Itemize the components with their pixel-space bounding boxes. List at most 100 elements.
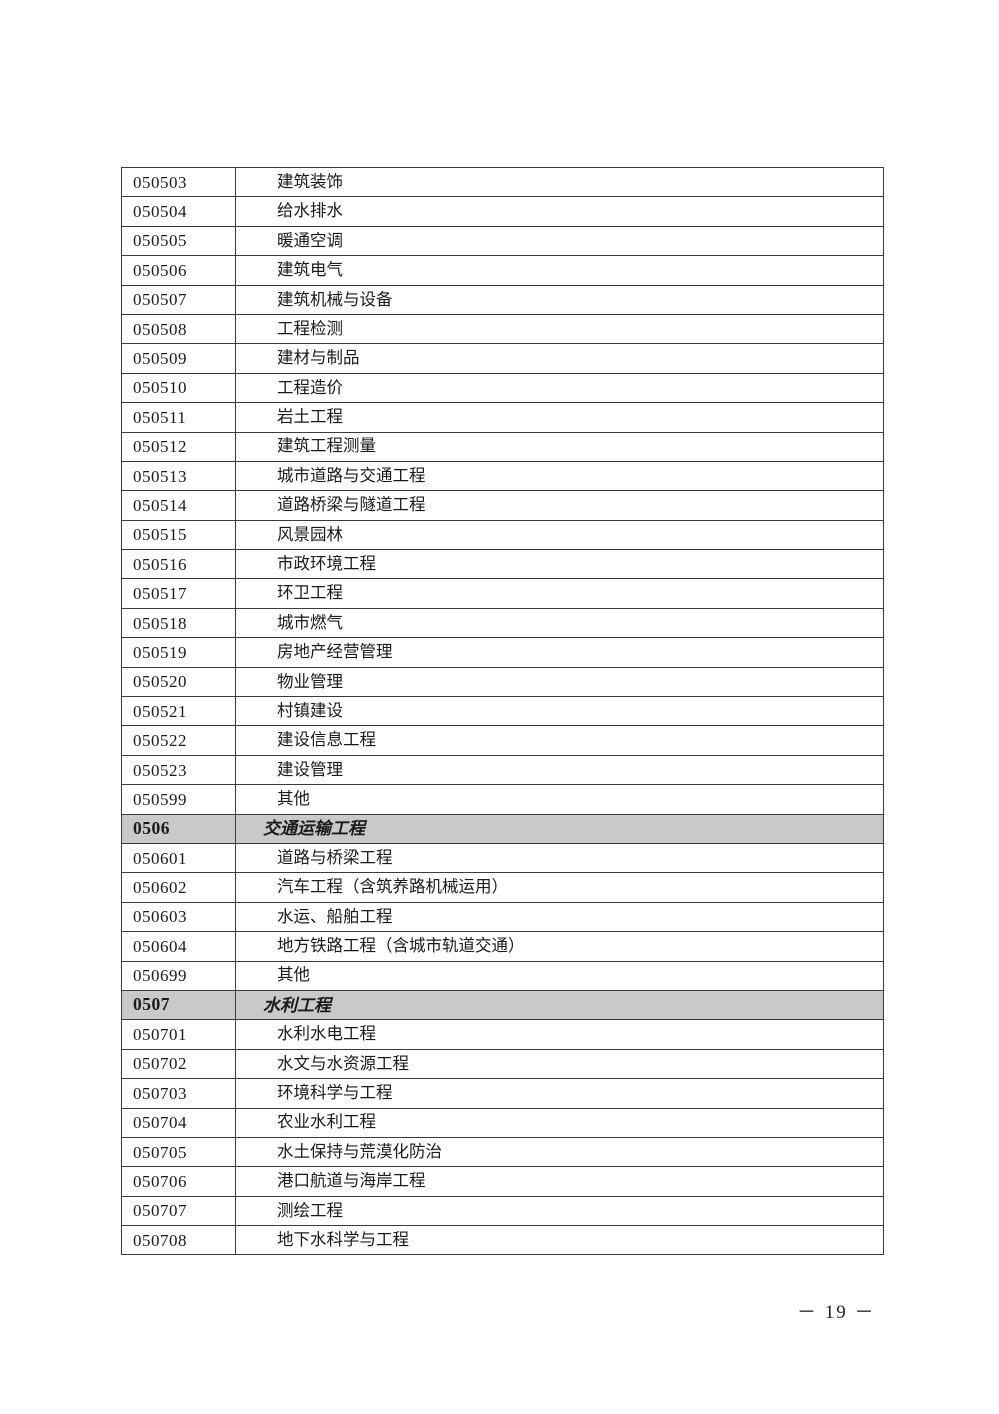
table-row: 050516 市政环境工程 bbox=[121, 549, 884, 580]
name-cell: 水利工程 bbox=[235, 989, 884, 1021]
name-cell: 房地产经营管理 bbox=[235, 637, 884, 668]
table-row: 050508 工程检测 bbox=[121, 313, 884, 345]
table-row: 050510 工程造价 bbox=[121, 372, 884, 404]
code-cell: 050706 bbox=[121, 1166, 236, 1197]
name-cell: 水文与水资源工程 bbox=[235, 1048, 884, 1080]
name-cell: 道路与桥梁工程 bbox=[235, 842, 884, 874]
table-row: 050514 道路桥梁与隧道工程 bbox=[121, 490, 884, 521]
section-row: 0507 水利工程 bbox=[121, 989, 884, 1021]
code-cell: 050507 bbox=[121, 284, 236, 315]
code-cell: 0507 bbox=[121, 989, 236, 1021]
code-cell: 050511 bbox=[121, 402, 236, 433]
table-row: 050603 水运、船舶工程 bbox=[121, 901, 884, 933]
name-cell: 建筑电气 bbox=[235, 255, 884, 286]
code-cell: 050509 bbox=[121, 343, 236, 374]
name-cell: 环卫工程 bbox=[235, 578, 884, 609]
code-cell: 050519 bbox=[121, 637, 236, 668]
name-cell: 市政环境工程 bbox=[235, 549, 884, 580]
name-cell: 建筑机械与设备 bbox=[235, 284, 884, 315]
code-cell: 050513 bbox=[121, 460, 236, 492]
name-cell: 地方铁路工程（含城市轨道交通） bbox=[235, 931, 884, 962]
table-row: 050504 给水排水 bbox=[121, 196, 884, 227]
name-cell: 工程检测 bbox=[235, 313, 884, 345]
table-row: 050604 地方铁路工程（含城市轨道交通） bbox=[121, 931, 884, 962]
table-row: 050517 环卫工程 bbox=[121, 578, 884, 609]
name-cell: 村镇建设 bbox=[235, 696, 884, 727]
name-cell: 城市道路与交通工程 bbox=[235, 460, 884, 492]
code-cell: 050604 bbox=[121, 931, 236, 962]
table-row: 050512 建筑工程测量 bbox=[121, 431, 884, 462]
name-cell: 风景园林 bbox=[235, 519, 884, 551]
name-cell: 农业水利工程 bbox=[235, 1107, 884, 1138]
table-row: 050602 汽车工程（含筑养路机械运用） bbox=[121, 872, 884, 903]
name-cell: 城市燃气 bbox=[235, 607, 884, 639]
code-cell: 050705 bbox=[121, 1136, 236, 1168]
table-row: 050513 城市道路与交通工程 bbox=[121, 460, 884, 492]
table-row: 050507 建筑机械与设备 bbox=[121, 284, 884, 315]
code-cell: 050503 bbox=[121, 166, 236, 198]
code-cell: 050506 bbox=[121, 255, 236, 286]
table-row: 050703 环境科学与工程 bbox=[121, 1078, 884, 1109]
code-cell: 0506 bbox=[121, 813, 236, 844]
code-cell: 050599 bbox=[121, 784, 236, 815]
table-row: 050521 村镇建设 bbox=[121, 696, 884, 727]
code-cell: 050523 bbox=[121, 754, 236, 786]
code-cell: 050516 bbox=[121, 549, 236, 580]
classification-table-body: 050503 建筑装饰 050504 给水排水 050505 暖通空调 050506 建筑电气… bbox=[121, 166, 884, 1256]
code-cell: 050601 bbox=[121, 842, 236, 874]
table-row: 050522 建设信息工程 bbox=[121, 725, 884, 756]
name-cell: 水土保持与荒漠化防治 bbox=[235, 1136, 884, 1168]
table-row: 050520 物业管理 bbox=[121, 666, 884, 698]
name-cell: 建材与制品 bbox=[235, 343, 884, 374]
table-row: 050518 城市燃气 bbox=[121, 607, 884, 639]
name-cell: 汽车工程（含筑养路机械运用） bbox=[235, 872, 884, 903]
name-cell: 建设管理 bbox=[235, 754, 884, 786]
code-cell: 050522 bbox=[121, 725, 236, 756]
name-cell: 建筑工程测量 bbox=[235, 431, 884, 462]
name-cell: 建设信息工程 bbox=[235, 725, 884, 756]
code-cell: 050518 bbox=[121, 607, 236, 639]
table-row: 050706 港口航道与海岸工程 bbox=[121, 1166, 884, 1197]
name-cell: 物业管理 bbox=[235, 666, 884, 698]
code-cell: 050515 bbox=[121, 519, 236, 551]
code-cell: 050505 bbox=[121, 225, 236, 257]
name-cell: 港口航道与海岸工程 bbox=[235, 1166, 884, 1197]
code-cell: 050603 bbox=[121, 901, 236, 933]
table-row: 050523 建设管理 bbox=[121, 754, 884, 786]
table-row: 050699 其他 bbox=[121, 960, 884, 991]
code-cell: 050521 bbox=[121, 696, 236, 727]
table-row: 050704 农业水利工程 bbox=[121, 1107, 884, 1138]
name-cell: 建筑装饰 bbox=[235, 166, 884, 198]
table-row: 050599 其他 bbox=[121, 784, 884, 815]
name-cell: 暖通空调 bbox=[235, 225, 884, 257]
name-cell: 工程造价 bbox=[235, 372, 884, 404]
code-cell: 050702 bbox=[121, 1048, 236, 1080]
table-row: 050519 房地产经营管理 bbox=[121, 637, 884, 668]
name-cell: 地下水科学与工程 bbox=[235, 1225, 884, 1256]
name-cell: 环境科学与工程 bbox=[235, 1078, 884, 1109]
code-cell: 050517 bbox=[121, 578, 236, 609]
code-cell: 050510 bbox=[121, 372, 236, 404]
table-row: 050707 测绘工程 bbox=[121, 1195, 884, 1227]
code-cell: 050701 bbox=[121, 1019, 236, 1050]
name-cell: 测绘工程 bbox=[235, 1195, 884, 1227]
page-number: － 19 － bbox=[797, 1302, 876, 1323]
table-row: 050503 建筑装饰 bbox=[121, 166, 884, 198]
name-cell: 水运、船舶工程 bbox=[235, 901, 884, 933]
table-row: 050515 风景园林 bbox=[121, 519, 884, 551]
code-cell: 050703 bbox=[121, 1078, 236, 1109]
name-cell: 岩土工程 bbox=[235, 402, 884, 433]
code-cell: 050704 bbox=[121, 1107, 236, 1138]
table-row: 050601 道路与桥梁工程 bbox=[121, 842, 884, 874]
table-row: 050509 建材与制品 bbox=[121, 343, 884, 374]
table-row: 050506 建筑电气 bbox=[121, 255, 884, 286]
table-row: 050701 水利水电工程 bbox=[121, 1019, 884, 1050]
code-cell: 050520 bbox=[121, 666, 236, 698]
table-row: 050705 水土保持与荒漠化防治 bbox=[121, 1136, 884, 1168]
code-cell: 050508 bbox=[121, 313, 236, 345]
name-cell: 交通运输工程 bbox=[235, 813, 884, 844]
code-cell: 050699 bbox=[121, 960, 236, 991]
table-row: 050505 暖通空调 bbox=[121, 225, 884, 257]
code-cell: 050707 bbox=[121, 1195, 236, 1227]
